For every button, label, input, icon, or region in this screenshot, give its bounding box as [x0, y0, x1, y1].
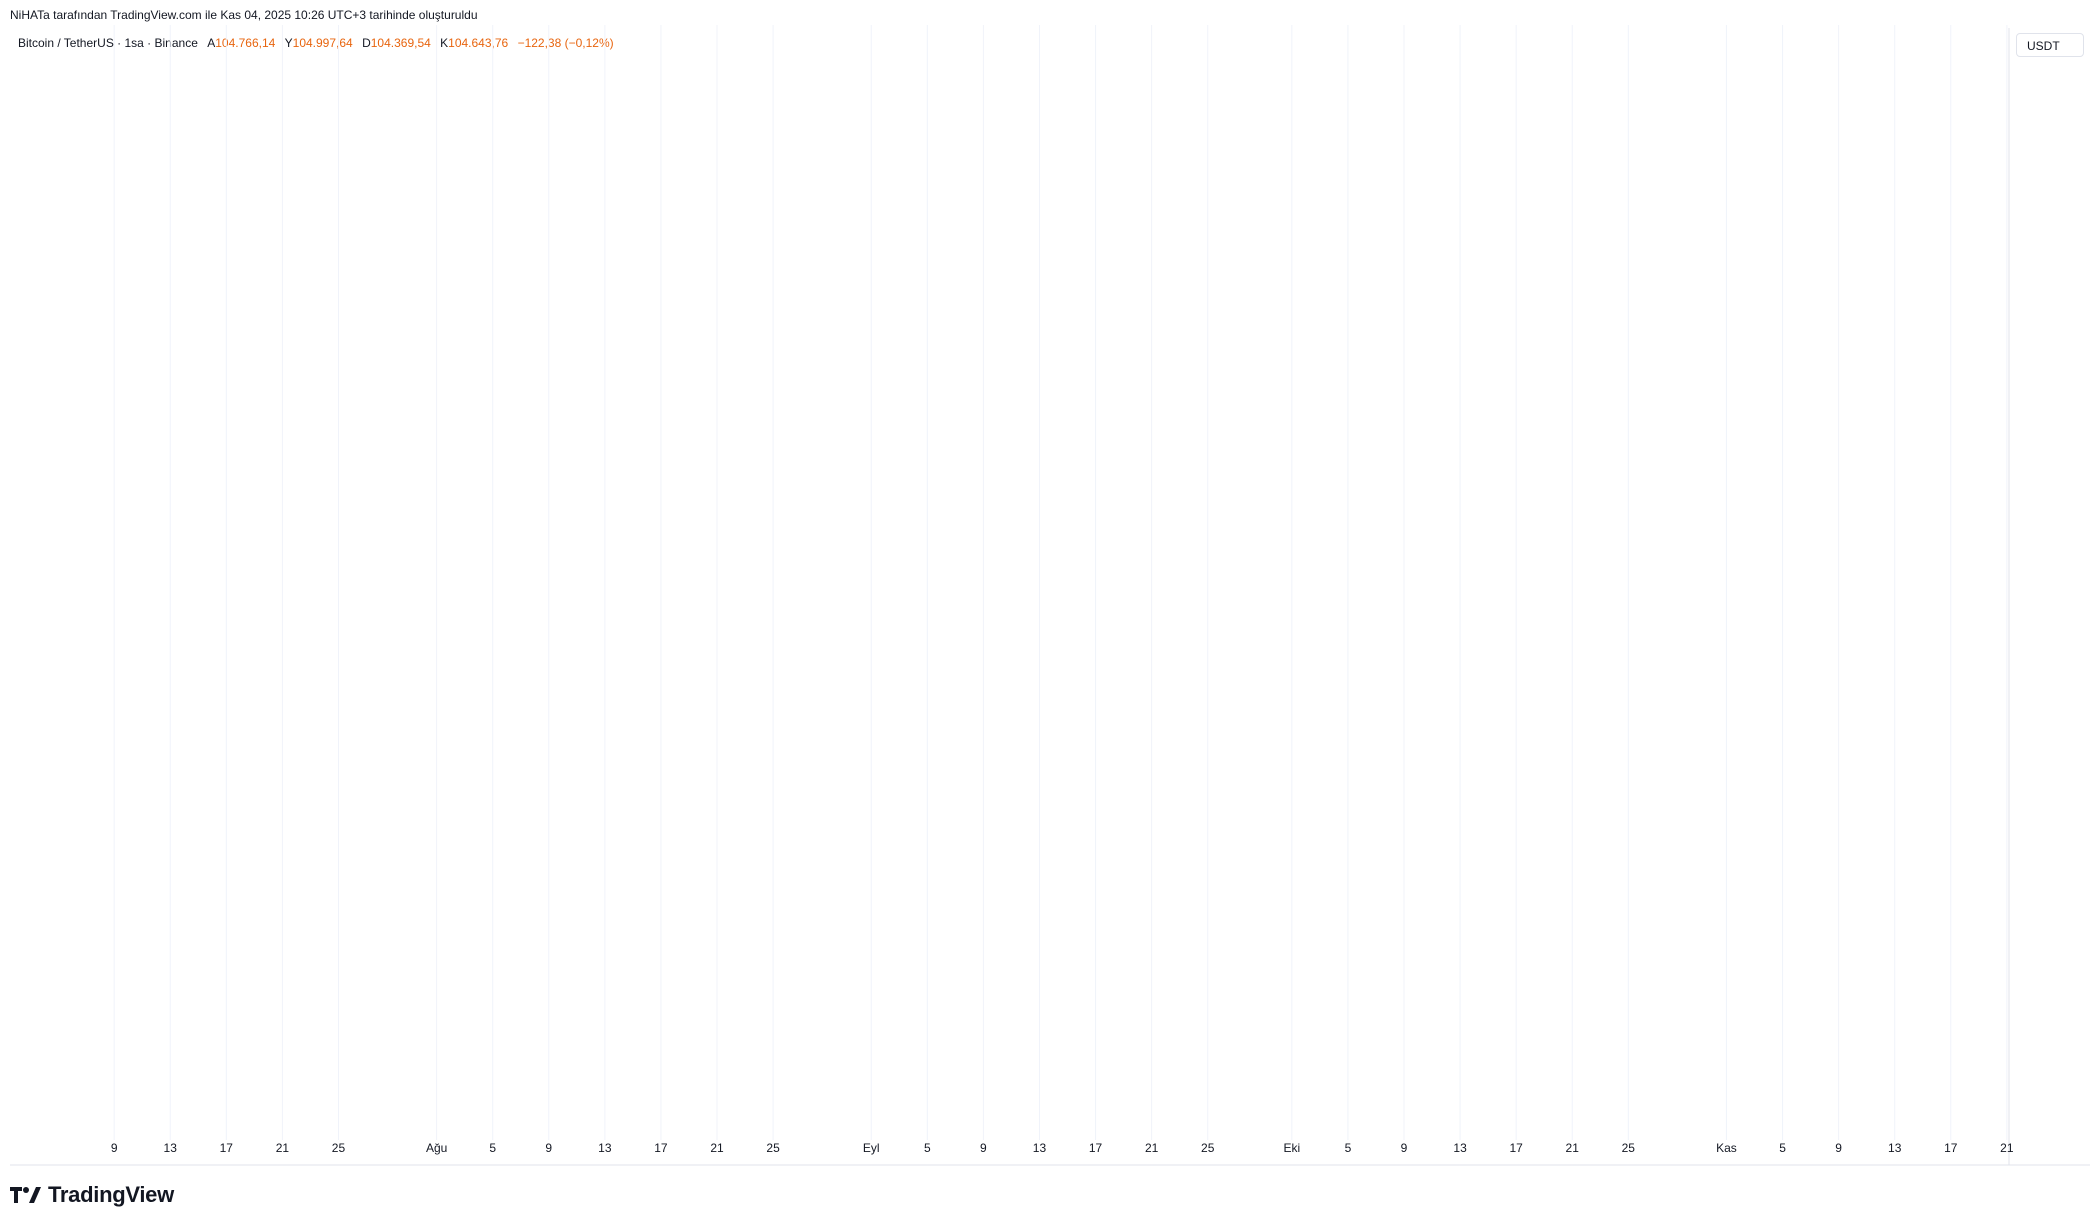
time-tick-label: 13 [1033, 1141, 1047, 1155]
change-value: −122,38 (−0,12%) [517, 36, 614, 50]
time-tick-label: Eyl [863, 1141, 880, 1155]
time-tick-label: Ağu [426, 1141, 447, 1155]
time-axis: 9 13 17 21 25 Ağu 5 9 13 17 21 25 Eyl 5 9 13 17 21 25 Eki 5 9… [111, 1141, 2014, 1155]
close-label: K [440, 36, 449, 50]
time-tick-label: 17 [1089, 1141, 1103, 1155]
time-tick-label: 13 [1888, 1141, 1902, 1155]
open-value: 104.766,14 [215, 36, 276, 50]
currency-button[interactable]: USDT [2016, 33, 2084, 57]
snapshot-title: NiHATa tarafından TradingView.com ile Ka… [10, 8, 478, 22]
low-label: D [362, 36, 371, 50]
time-tick-label: 25 [1622, 1141, 1636, 1155]
time-tick-label: 17 [1944, 1141, 1958, 1155]
time-tick-label: 21 [1145, 1141, 1159, 1155]
time-tick-label: 5 [1345, 1141, 1352, 1155]
time-tick-label: 5 [1779, 1141, 1786, 1155]
open-label: A [207, 36, 216, 50]
time-tick-label: 9 [980, 1141, 987, 1155]
time-tick-label: 21 [710, 1141, 724, 1155]
tradingview-logo-text: TradingView [48, 1182, 174, 1207]
time-tick-label: Eki [1284, 1141, 1301, 1155]
time-tick-label: 13 [1453, 1141, 1467, 1155]
close-value: 104.643,76 [448, 36, 509, 50]
time-tick-label: 5 [924, 1141, 931, 1155]
time-tick-label: 9 [111, 1141, 118, 1155]
time-tick-label: 17 [1509, 1141, 1523, 1155]
low-value: 104.369,54 [370, 36, 431, 50]
time-tick-label: 17 [220, 1141, 234, 1155]
time-tick-label: 21 [1566, 1141, 1580, 1155]
time-tick-label: 13 [598, 1141, 612, 1155]
time-tick-label: 9 [545, 1141, 552, 1155]
time-tick-label: 9 [1835, 1141, 1842, 1155]
high-label: Y [284, 36, 293, 50]
tradingview-logo-icon [10, 1187, 41, 1203]
time-tick-label: 25 [1201, 1141, 1215, 1155]
time-tick-label: 25 [766, 1141, 780, 1155]
time-tick-label: 17 [654, 1141, 668, 1155]
symbol-legend: Bitcoin / TetherUS · 1sa · Binance A104.… [18, 36, 614, 50]
time-tick-label: 13 [164, 1141, 178, 1155]
symbol-name[interactable]: Bitcoin / TetherUS · 1sa · Binance [18, 36, 198, 50]
time-tick-label: 25 [332, 1141, 346, 1155]
high-value: 104.997,64 [292, 36, 353, 50]
time-tick-label: 21 [276, 1141, 290, 1155]
tradingview-logo[interactable]: TradingView [10, 1182, 174, 1208]
time-tick-label: 21 [2000, 1141, 2014, 1155]
time-tick-label: 5 [489, 1141, 496, 1155]
time-tick-label: 9 [1401, 1141, 1408, 1155]
time-tick-label: Kas [1716, 1141, 1737, 1155]
grid [10, 25, 2090, 1166]
